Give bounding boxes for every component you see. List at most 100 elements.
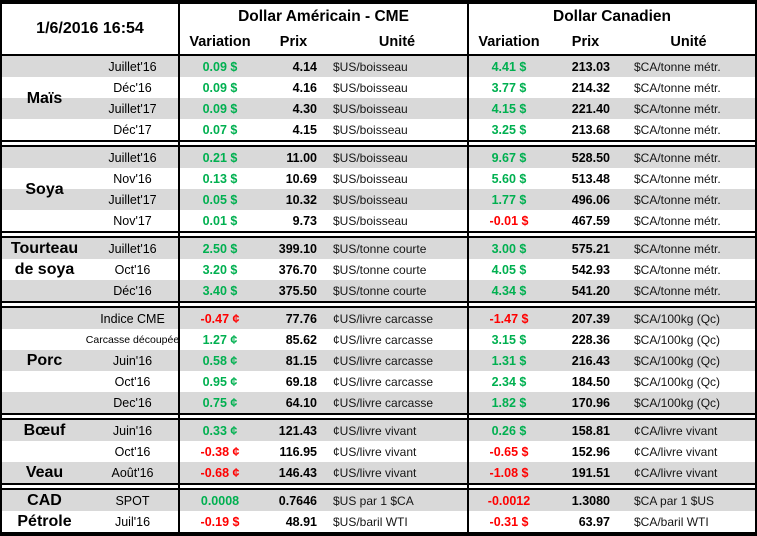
usd-price: 10.69 — [285, 171, 317, 186]
usd-variation: 0.09 $ — [202, 59, 238, 74]
commodity-label: Maïs — [26, 89, 63, 107]
contract-month: Déc'17 — [87, 119, 180, 140]
cad-unit: $CA par 1 $US — [634, 493, 715, 508]
usd-price: 81.15 — [285, 353, 317, 368]
cad-unit: $CA/100kg (Qc) — [634, 374, 721, 389]
cad-price: 207.39 — [571, 311, 610, 326]
cad-unit: $CA/100kg (Qc) — [634, 332, 721, 347]
row-stripe — [2, 308, 755, 329]
cad-variation: 5.60 $ — [491, 171, 527, 186]
cad-variation: 9.67 $ — [491, 150, 527, 165]
contract-month: Juil'16 — [87, 511, 180, 532]
contract-month: Déc'16 — [87, 77, 180, 98]
usd-price: 4.30 — [292, 101, 317, 116]
cad-unit: $CA/tonne métr. — [634, 262, 721, 277]
cad-unit: $CA/tonne métr. — [634, 150, 721, 165]
report-timestamp: 1/6/2016 16:54 — [2, 4, 180, 56]
cad-variation-header: Variation — [469, 30, 549, 56]
usd-unit: $US/boisseau — [327, 98, 469, 119]
contract-month: Juin'16 — [87, 420, 180, 441]
commodity-label: Tourteau de soya — [10, 240, 79, 278]
cad-unit: $CA/100kg (Qc) — [634, 395, 721, 410]
contract-month: Juillet'17 — [87, 98, 180, 119]
commodity-label: Soya — [25, 180, 64, 198]
row-stripe — [2, 350, 755, 371]
cad-price: 63.97 — [578, 514, 610, 529]
cad-unit: $CA/tonne métr. — [634, 80, 721, 95]
usd-unit: $US/tonne courte — [327, 259, 469, 280]
cad-variation: 3.77 $ — [491, 80, 527, 95]
row-stripe — [2, 420, 755, 441]
cad-variation: 3.15 $ — [491, 332, 527, 347]
cad-price: 213.68 — [571, 122, 610, 137]
cad-price: 1.3080 — [571, 493, 610, 508]
usd-variation: 0.13 $ — [202, 171, 238, 186]
cad-unit: $CA/tonne métr. — [634, 192, 721, 207]
cad-variation: 4.41 $ — [491, 59, 527, 74]
row-stripe — [2, 462, 755, 483]
usd-unit: ¢US/livre carcasse — [327, 371, 469, 392]
usd-price: 11.00 — [286, 150, 317, 165]
usd-price: 399.10 — [278, 241, 317, 256]
usd-variation: 0.05 $ — [202, 192, 238, 207]
cad-variation: -0.31 $ — [489, 514, 529, 529]
section-separator — [469, 301, 755, 308]
usd-variation: -0.38 ¢ — [200, 444, 240, 459]
cad-variation: 1.77 $ — [491, 192, 527, 207]
commodity-label: Bœuf — [23, 422, 66, 439]
usd-variation: -0.47 ¢ — [200, 311, 240, 326]
usd-variation: -0.19 $ — [200, 514, 240, 529]
usd-price: 121.43 — [278, 423, 317, 438]
usd-variation-header: Variation — [180, 30, 260, 56]
usd-variation: 3.40 $ — [202, 283, 238, 298]
usd-unit: $US/boisseau — [327, 189, 469, 210]
section-separator — [2, 231, 180, 238]
contract-month: Nov'16 — [87, 168, 180, 189]
contract-month: Juillet'17 — [87, 189, 180, 210]
cad-price: 496.06 — [571, 192, 610, 207]
cad-variation: 4.05 $ — [491, 262, 527, 277]
usd-price: 69.18 — [285, 374, 317, 389]
usd-unit: $US/boisseau — [327, 77, 469, 98]
usd-unit: ¢US/livre vivant — [327, 441, 469, 462]
cad-price-header: Prix — [549, 30, 622, 56]
cad-price: 528.50 — [571, 150, 610, 165]
cad-unit: $CA/tonne métr. — [634, 171, 721, 186]
commodity-label: CAD — [27, 492, 62, 509]
section-separator — [180, 413, 469, 420]
usd-variation: 1.27 ¢ — [202, 332, 238, 347]
cad-variation: 3.25 $ — [491, 122, 527, 137]
cad-price: 191.51 — [571, 465, 610, 480]
usd-unit: ¢US/livre vivant — [327, 420, 469, 441]
cad-price: 513.48 — [571, 171, 610, 186]
commodity-label: Porc — [26, 352, 63, 369]
usd-unit: ¢US/livre vivant — [327, 462, 469, 483]
contract-month: Juillet'16 — [87, 56, 180, 77]
cad-unit: $CA/tonne métr. — [634, 59, 721, 74]
cad-variation: -0.01 $ — [489, 213, 529, 228]
usd-variation: 2.50 $ — [202, 241, 238, 256]
contract-month: Dec'16 — [87, 392, 180, 413]
contract-month: Juillet'16 — [87, 238, 180, 259]
section-separator — [469, 483, 755, 490]
cad-price: 221.40 — [571, 101, 610, 116]
cad-unit-header: Unité — [622, 30, 755, 56]
usd-unit: ¢US/livre carcasse — [327, 308, 469, 329]
row-stripe — [2, 392, 755, 413]
cad-unit: $CA/tonne métr. — [634, 213, 721, 228]
usd-unit: $US/boisseau — [327, 56, 469, 77]
usd-variation: 0.01 $ — [202, 213, 238, 228]
cad-variation: 0.26 $ — [491, 423, 527, 438]
cad-variation: 2.34 $ — [491, 374, 527, 389]
usd-price: 85.62 — [285, 332, 317, 347]
usd-unit: $US par 1 $CA — [327, 490, 469, 511]
row-stripe — [2, 189, 755, 210]
usd-variation: 0.09 $ — [202, 101, 238, 116]
cad-variation: -1.47 $ — [489, 311, 529, 326]
usd-price: 4.15 — [292, 122, 317, 137]
cad-variation: 3.00 $ — [491, 241, 527, 256]
usd-price: 48.91 — [285, 514, 317, 529]
cad-unit: $CA/tonne métr. — [634, 101, 721, 116]
cad-variation: -0.0012 — [487, 493, 531, 508]
usd-unit: $US/boisseau — [327, 210, 469, 231]
